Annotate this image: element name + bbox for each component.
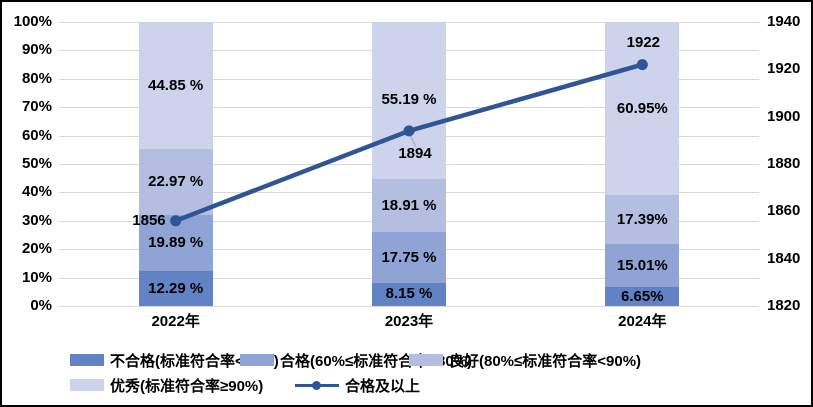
data-label-leader-line [409,134,417,148]
bar-segment [372,178,446,233]
legend-line-swatch [295,379,339,391]
bar-segment-label: 55.19 % [381,91,437,109]
legend-marker-icon [312,380,321,390]
bar-segment-label: 15.01% [616,256,668,274]
line-marker [636,59,648,71]
bar-segment-label: 8.15 % [385,285,433,303]
bar-segment-label: 17.75 % [381,248,437,266]
bar-segment-label: 44.85 % [148,76,204,94]
right-axis-tick-label: 1940 [767,13,801,30]
bar-segment-label: 19.89 % [148,233,204,251]
legend-color-swatch [409,354,443,366]
trend-line [174,62,643,223]
legend-color-swatch [240,354,274,366]
line-marker [170,215,182,227]
legend-color-swatch [70,379,104,391]
legend-label: 合格及以上 [345,377,421,395]
category-label: 2023年 [384,313,434,330]
legend-item: 不合格(标准符合率<60%) [70,352,279,370]
bar-segment-label: 18.91 % [381,196,437,214]
bar-segment [372,232,446,283]
left-axis-tick-label: 0% [30,297,52,314]
line-point-label: 1894 [398,144,432,162]
bar-segment [138,22,213,150]
bar-segment [605,244,680,288]
bar-segment [138,271,213,306]
right-axis-tick-label: 1840 [767,249,801,267]
line-point-label: 1856 [132,211,166,229]
legend-label: 良好(80%≤标准符合率<90%) [449,352,642,370]
bar-segment-label: 6.65% [621,287,664,305]
bar-segment [605,195,680,245]
left-axis-tick-label: 20% [21,240,52,258]
legend-item: 良好(80%≤标准符合率<90%) [409,352,642,370]
right-axis-tick-label: 1860 [767,202,801,220]
left-axis-tick-label: 30% [21,211,52,229]
line-point-label: 1922 [626,33,661,51]
legend-color-swatch [70,354,104,366]
category-label: 2024年 [618,313,667,330]
bar-segment-label: 17.39% [616,210,668,228]
bar-segment [372,22,446,179]
right-axis-tick-label: 1920 [767,60,801,78]
bar-segment [605,287,680,306]
legend-label: 不合格(标准符合率<60%) [110,352,279,370]
bar-segment [372,282,446,306]
bar-segment [605,22,680,196]
bar-segment-label: 60.95% [616,99,668,117]
left-axis-tick-label: 70% [21,98,52,116]
line-marker [403,125,415,137]
bar-segment-label: 12.29 % [148,279,204,297]
right-axis-tick-label: 1880 [767,155,801,172]
right-axis-tick-label: 1820 [767,297,801,314]
left-axis-tick-label: 50% [21,155,52,172]
gridline [59,306,759,307]
left-axis-tick-label: 40% [21,183,52,201]
left-axis-tick-label: 80% [21,69,52,87]
legend-item: 优秀(标准符合率≥90%) [70,377,264,395]
bar-segment [138,149,213,215]
legend-item-line: 合格及以上 [295,377,421,395]
bar-segment-label: 22.97 % [148,172,204,190]
left-axis-tick-label: 90% [21,41,52,59]
right-axis-tick-label: 1900 [767,107,801,125]
category-label: 2022年 [151,313,200,330]
left-axis-tick-label: 10% [21,268,52,286]
left-axis-tick-label: 60% [21,126,52,144]
legend-label: 优秀(标准符合率≥90%) [110,377,264,395]
left-axis-tick-label: 100% [13,13,52,30]
